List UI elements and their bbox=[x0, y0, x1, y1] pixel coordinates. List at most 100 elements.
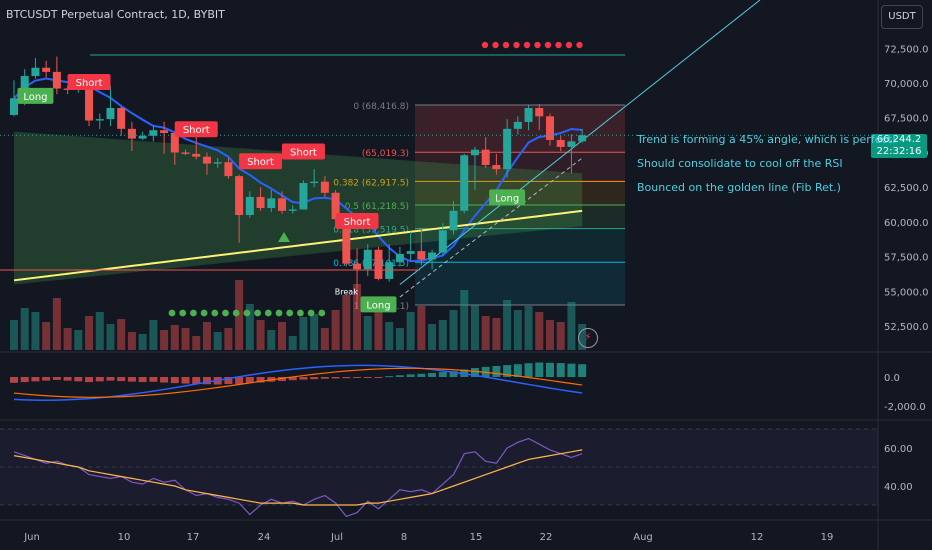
signal-label: Short bbox=[290, 147, 317, 158]
moving-average-line bbox=[13, 209, 583, 282]
signal-dot bbox=[523, 41, 531, 49]
candle-body bbox=[395, 253, 404, 263]
signal-dot bbox=[168, 309, 176, 317]
macd-histogram-bar bbox=[567, 363, 576, 377]
volume-bar bbox=[320, 328, 329, 350]
price-axis-label: 57,500.0 bbox=[884, 253, 929, 264]
candle-body bbox=[127, 128, 136, 139]
macd-histogram-bar bbox=[299, 377, 308, 380]
signal-dot bbox=[264, 309, 272, 317]
candle-body bbox=[181, 152, 190, 154]
signal-label: Break bbox=[335, 287, 358, 296]
annotation-note-3: Bounced on the golden line (Fib Ret.) bbox=[637, 181, 841, 194]
candle-body bbox=[513, 121, 522, 129]
volume-bar bbox=[224, 328, 233, 350]
signal-label-box bbox=[360, 296, 397, 313]
fib-level-label: 0.382 (62,917.5) bbox=[333, 178, 409, 188]
macd-histogram-bar bbox=[546, 362, 554, 377]
volume-bar bbox=[288, 336, 297, 350]
signal-dot bbox=[502, 41, 510, 49]
candle-body bbox=[578, 135, 587, 142]
signal-label: Short bbox=[344, 217, 371, 228]
macd-histogram-bar bbox=[406, 374, 415, 377]
candle-body bbox=[52, 71, 61, 89]
volume-bar bbox=[460, 290, 469, 350]
candle-body bbox=[245, 196, 254, 215]
candle-body bbox=[106, 108, 115, 120]
volume-bar bbox=[395, 328, 404, 350]
macd-histogram-bar bbox=[395, 375, 404, 377]
ticker-title: BTCUSDT Perpetual Contract, 1D, BYBIT bbox=[6, 8, 225, 21]
macd-histogram-bar bbox=[149, 377, 158, 382]
price-axis-label: 67,500.0 bbox=[884, 114, 929, 125]
macd-histogram-bar bbox=[578, 364, 587, 377]
volume-bar bbox=[535, 312, 544, 350]
candle-body bbox=[385, 262, 394, 279]
price-axis-label: 72,500.0 bbox=[884, 44, 929, 55]
macd-histogram-bar bbox=[106, 377, 115, 381]
signal-label-box bbox=[335, 212, 379, 229]
candle-body bbox=[299, 183, 308, 210]
volume-bar bbox=[127, 332, 136, 350]
macd-histogram-bar bbox=[385, 376, 394, 378]
macd-histogram-bar bbox=[192, 377, 201, 384]
volume-bar bbox=[181, 328, 190, 350]
volume-bar bbox=[31, 312, 40, 350]
macd-histogram-bar bbox=[85, 377, 94, 383]
macd-histogram-bar bbox=[224, 377, 233, 384]
volume-bar bbox=[385, 322, 394, 350]
signal-label: Short bbox=[247, 157, 274, 168]
macd-histogram-bar bbox=[31, 377, 40, 382]
annotation-note-1: Trend is forming a 45% angle, which is p… bbox=[637, 133, 897, 146]
currency-button[interactable]: USDT bbox=[881, 5, 923, 29]
macd-histogram-bar bbox=[556, 363, 565, 377]
signal-dot bbox=[492, 41, 499, 49]
volume-bar bbox=[449, 310, 458, 350]
volume-bar bbox=[417, 306, 426, 350]
signal-dot bbox=[254, 309, 261, 317]
trendline bbox=[399, 157, 583, 298]
candle-body bbox=[503, 128, 512, 170]
candle-body bbox=[320, 181, 329, 193]
time-axis-label: 19 bbox=[821, 532, 834, 543]
signal-dot bbox=[222, 309, 229, 317]
time-axis-label: Aug bbox=[633, 532, 653, 543]
volume-bar bbox=[267, 330, 276, 350]
volume-bar bbox=[63, 328, 72, 350]
volume-bar bbox=[213, 332, 222, 350]
fib-band bbox=[415, 152, 625, 182]
volume-bar bbox=[310, 314, 319, 350]
candle-body bbox=[288, 209, 297, 211]
signal-label: Short bbox=[183, 125, 210, 136]
volume-bar bbox=[245, 304, 254, 350]
macd-histogram-bar bbox=[503, 365, 512, 377]
time-axis-label: 15 bbox=[470, 532, 483, 543]
macd-histogram-bar bbox=[74, 377, 83, 382]
macd-histogram-bar bbox=[256, 377, 265, 383]
cloud-band bbox=[14, 131, 583, 285]
signal-dot bbox=[307, 309, 315, 317]
macd-histogram-bar bbox=[353, 377, 362, 378]
signal-label-box bbox=[281, 143, 325, 160]
volume-bar bbox=[138, 334, 147, 350]
candle-body bbox=[149, 130, 158, 136]
volume-bar bbox=[278, 322, 286, 350]
time-axis-label: 12 bbox=[751, 532, 764, 543]
price-axis-label: 60,000.0 bbox=[884, 218, 929, 229]
volume-bar bbox=[74, 330, 83, 350]
signal-label: Long bbox=[366, 300, 390, 311]
volume-bar bbox=[374, 298, 383, 350]
macd-histogram-bar bbox=[342, 377, 351, 379]
volume-bar bbox=[20, 308, 29, 350]
candle-body bbox=[224, 162, 233, 177]
lightning-bolt-icon[interactable]: ⚡ bbox=[578, 328, 598, 348]
fib-level-label: 0.618 (59,519.5) bbox=[333, 226, 409, 236]
macd-axis-label: -2,000.0 bbox=[884, 402, 926, 413]
rsi-line bbox=[13, 437, 583, 518]
candle-body bbox=[95, 119, 104, 121]
macd-histogram-bar bbox=[320, 377, 329, 379]
price-axis-label: 55,000.0 bbox=[884, 287, 929, 298]
signal-dot bbox=[179, 309, 187, 317]
fib-level-label: (65,019.3) bbox=[362, 149, 409, 159]
